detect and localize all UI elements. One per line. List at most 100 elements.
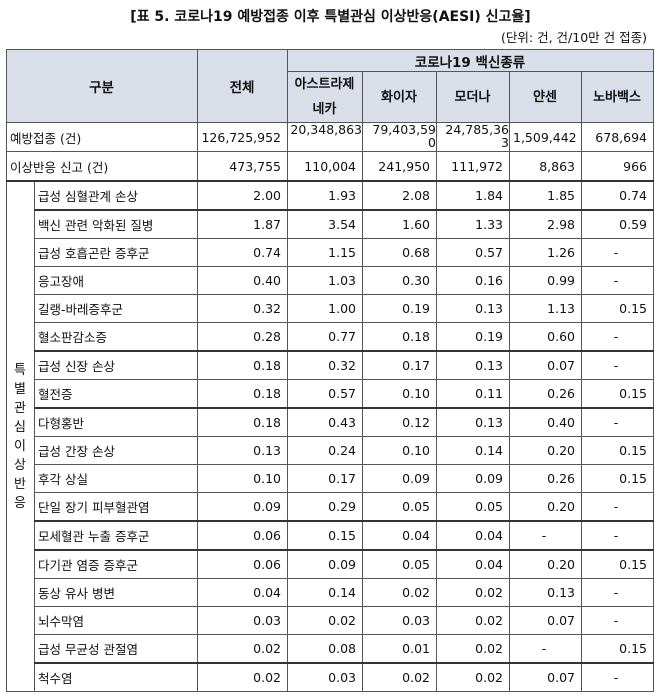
aesi-cell: 0.02 xyxy=(436,606,510,635)
aesi-cell: 0.26 xyxy=(509,464,582,493)
aesi-cell: 1.84 xyxy=(436,180,510,211)
aesi-row: 단일 장기 피부혈관염 0.09 0.29 0.05 0.05 0.20- xyxy=(7,492,654,522)
aesi-cell: 0.07 xyxy=(509,662,582,692)
aesi-cell: 0.74 xyxy=(197,238,288,267)
aesi-row: 급성 신장 손상 0.18 0.32 0.17 0.13 0.07- xyxy=(7,350,654,380)
aesi-cell: 0.20 xyxy=(509,492,582,522)
aesi-cell: 0.29 xyxy=(287,492,363,522)
aesi-label: 급성 무균성 관절염 xyxy=(34,634,198,664)
aesi-cell: 0.40 xyxy=(197,266,288,295)
summary-cell: 20,348,863 xyxy=(287,122,363,152)
aesi-cell: 1.33 xyxy=(436,209,510,239)
aesi-cell: 0.02 xyxy=(436,662,510,692)
aesi-cell: 0.99 xyxy=(509,266,582,295)
aesi-cell: 0.13 xyxy=(509,578,582,607)
header-vaccine: 얀센 xyxy=(509,71,582,123)
aesi-cell: 0.18 xyxy=(197,379,288,409)
aesi-cell: 0.15 xyxy=(581,294,654,323)
summary-cell: 241,950 xyxy=(362,151,437,182)
summary-cell: 111,972 xyxy=(436,151,510,182)
aesi-cell: 0.14 xyxy=(436,436,510,465)
aesi-row: 혈소판감소증 0.28 0.77 0.18 0.19 0.60- xyxy=(7,322,654,352)
aesi-cell: 0.18 xyxy=(362,322,437,352)
aesi-row: 후각 상실 0.10 0.17 0.09 0.09 0.26 0.15 xyxy=(7,464,654,493)
aesi-cell: 0.20 xyxy=(509,549,582,579)
aesi-cell: - xyxy=(581,578,654,607)
aesi-cell: - xyxy=(581,520,654,551)
aesi-row: 혈전증 0.18 0.57 0.10 0.11 0.26 0.15 xyxy=(7,379,654,409)
aesi-label: 급성 호흡곤란 증후군 xyxy=(34,238,198,267)
aesi-cell: 0.09 xyxy=(436,464,510,493)
aesi-cell: 0.02 xyxy=(436,578,510,607)
aesi-cell: - xyxy=(581,662,654,692)
aesi-label: 모세혈관 누출 증후군 xyxy=(34,520,198,551)
aesi-table: 구분 전체 코로나19 백신종류 아스트라제네카 화이자 모더나 얀센 노바백스… xyxy=(6,49,654,692)
aesi-label: 뇌수막염 xyxy=(34,606,198,635)
header-total: 전체 xyxy=(197,49,288,123)
side-label-text: 특별관심 이상반응 xyxy=(14,362,26,511)
aesi-cell: - xyxy=(581,266,654,295)
aesi-cell: 2.98 xyxy=(509,209,582,239)
aesi-cell: 0.03 xyxy=(197,606,288,635)
aesi-cell: 0.57 xyxy=(436,238,510,267)
aesi-label: 길랭-바레증후군 xyxy=(34,294,198,323)
aesi-cell: 0.09 xyxy=(197,492,288,522)
aesi-cell: 0.28 xyxy=(197,322,288,352)
aesi-cell: - xyxy=(581,238,654,267)
aesi-cell: 0.15 xyxy=(581,549,654,579)
aesi-cell: 0.77 xyxy=(287,322,363,352)
summary-cell: 126,725,952 xyxy=(197,122,288,152)
aesi-cell: 0.02 xyxy=(362,578,437,607)
aesi-cell: 0.11 xyxy=(436,379,510,409)
aesi-cell: 0.14 xyxy=(287,578,363,607)
aesi-cell: 1.00 xyxy=(287,294,363,323)
unit-note: (단위: 건, 건/10만 건 접종) xyxy=(501,30,647,45)
aesi-row: 응고장애 0.40 1.03 0.30 0.16 0.99- xyxy=(7,266,654,295)
aesi-cell: 2.00 xyxy=(197,180,288,211)
aesi-cell: 0.60 xyxy=(509,322,582,352)
aesi-cell: 0.06 xyxy=(197,549,288,579)
header-vaccine: 모더나 xyxy=(436,71,510,123)
aesi-cell: 0.13 xyxy=(197,436,288,465)
aesi-cell: 0.13 xyxy=(436,350,510,380)
aesi-cell: 0.57 xyxy=(287,379,363,409)
aesi-cell: 0.05 xyxy=(362,549,437,579)
aesi-cell: 0.68 xyxy=(362,238,437,267)
aesi-cell: 0.32 xyxy=(287,350,363,380)
aesi-cell: 0.15 xyxy=(581,464,654,493)
summary-cell: 473,755 xyxy=(197,151,288,182)
aesi-cell: 0.18 xyxy=(197,407,288,437)
aesi-cell: 0.20 xyxy=(509,436,582,465)
aesi-label: 급성 간장 손상 xyxy=(34,436,198,465)
aesi-cell: 0.01 xyxy=(362,634,437,664)
aesi-cell: - xyxy=(581,606,654,635)
aesi-cell: 0.10 xyxy=(362,436,437,465)
summary-cell: 8,863 xyxy=(509,151,582,182)
header-vaccine: 노바백스 xyxy=(581,71,654,123)
aesi-cell: 0.04 xyxy=(362,520,437,551)
aesi-cell: - xyxy=(509,634,582,664)
summary-cell: 678,694 xyxy=(581,122,654,152)
aesi-cell: 0.02 xyxy=(436,634,510,664)
aesi-label: 백신 관련 악화된 질병 xyxy=(34,209,198,239)
aesi-cell: 0.40 xyxy=(509,407,582,437)
aesi-cell: - xyxy=(581,492,654,522)
header-vaccine-group: 코로나19 백신종류 xyxy=(287,49,654,72)
aesi-cell: - xyxy=(509,520,582,551)
aesi-cell: 1.03 xyxy=(287,266,363,295)
aesi-cell: 0.43 xyxy=(287,407,363,437)
aesi-row: 동상 유사 병변 0.04 0.14 0.02 0.02 0.13- xyxy=(7,578,654,607)
aesi-cell: 0.17 xyxy=(287,464,363,493)
aesi-cell: 0.07 xyxy=(509,606,582,635)
aesi-cell: 0.30 xyxy=(362,266,437,295)
aesi-row: 급성 간장 손상 0.13 0.24 0.10 0.14 0.20 0.15 xyxy=(7,436,654,465)
aesi-cell: 0.09 xyxy=(287,549,363,579)
summary-cell: 79,403,590 xyxy=(362,122,437,152)
summary-row: 이상반응 신고 (건) 473,755 110,004 241,950 111,972 8… xyxy=(6,151,654,182)
aesi-label: 다기관 염증 증후군 xyxy=(34,549,198,579)
aesi-cell: - xyxy=(581,322,654,352)
aesi-label: 단일 장기 피부혈관염 xyxy=(34,492,198,522)
aesi-cell: 0.13 xyxy=(436,294,510,323)
aesi-row: 다형홍반 0.18 0.43 0.12 0.13 0.40- xyxy=(7,407,654,437)
aesi-cell: 0.74 xyxy=(581,180,654,211)
